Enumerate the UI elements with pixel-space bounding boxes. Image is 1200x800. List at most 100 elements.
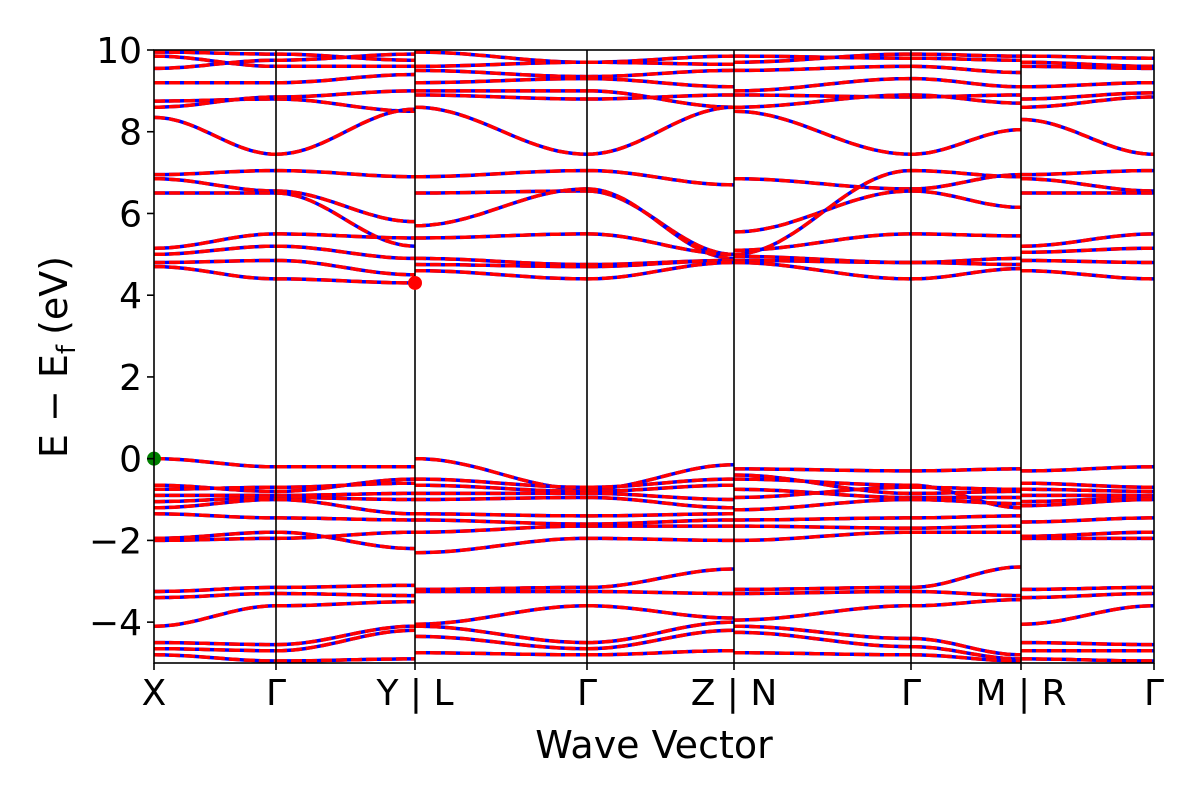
band-line-dashed-s5-b6: [910, 127, 1022, 156]
band-line-dashed-s6-b25: [1020, 604, 1154, 626]
y-tick-label: −4: [89, 603, 142, 644]
band-line-dashed-s1-b25: [276, 599, 415, 608]
band-line-dashed-s6-b13: [1021, 268, 1154, 281]
band-line-dashed-s3-b24: [587, 589, 734, 596]
band-line-dashed-s0-b28: [154, 653, 277, 663]
band-line-dashed-s5-b21: [911, 524, 1021, 530]
band-line-dashed-s6-b19: [1020, 497, 1154, 508]
band-line-dashed-s0-b11: [154, 244, 276, 257]
x-tick-label: X: [142, 673, 167, 714]
band-line-dashed-s3-b9: [586, 187, 735, 261]
band-line-dashed-s1-b26: [275, 624, 416, 647]
x-axis-ticks: X Γ Y | L Γ Z | N Γ M | R Γ: [142, 663, 1164, 714]
band-line-dashed-s2-b15: [415, 477, 588, 490]
band-line-dashed-s3-b3: [587, 76, 735, 89]
band-line-dashed-s5-b10: [911, 232, 1021, 238]
band-line-s4-b12: [734, 258, 911, 265]
band-line-dashed-s5-b12: [911, 260, 1021, 267]
band-line-dashed-s6-b14: [1021, 465, 1154, 473]
band-line-dashed-s3-b5: [587, 89, 735, 109]
band-line-dashed-s6-b23: [1021, 585, 1154, 592]
band-line-dashed-s1-b3: [276, 72, 416, 85]
band-line-s4-b5: [734, 93, 911, 109]
band-line-dashed-s1-b5: [276, 89, 415, 99]
x-tick-label: M | R: [975, 673, 1066, 714]
band-line-dashed-s3-b1: [587, 60, 734, 67]
band-line-dashed-s3-b4: [587, 93, 734, 101]
band-line-dashed-s2-b7: [415, 168, 587, 179]
band-line-dashed-s5-b27: [911, 644, 1021, 661]
band-line-s5-b6: [910, 127, 1022, 156]
band-line-dashed-s2-b16: [414, 483, 588, 494]
band-line-s4-b3: [733, 76, 912, 93]
band-line-dashed-s2-b19: [415, 512, 587, 518]
band-line-dashed-s0-b16: [154, 485, 276, 492]
kpoint-lines: [275, 50, 1022, 663]
y-axis-ticks: −4 −2 0 2 4 6 8 10: [89, 31, 154, 644]
band-line-s3-b23: [586, 567, 735, 590]
band-line-dashed-s5-b13: [910, 266, 1022, 281]
band-line-dashed-s0-b25: [154, 604, 277, 628]
band-line-dashed-s5-b20: [911, 514, 1021, 520]
cbm-marker: [408, 275, 422, 290]
band-line-dashed-s6-b12: [1021, 258, 1154, 265]
band-line-dashed-s5-b18: [911, 485, 1021, 492]
band-line-dashed-s3-b19: [587, 512, 734, 518]
band-line-dashed-s1-b11: [276, 244, 415, 261]
band-line-dashed-s1-b10: [276, 232, 415, 240]
band-line-dashed-s5-b26: [911, 636, 1021, 657]
band-line-dashed-s0-b10: [154, 232, 277, 250]
band-line-dashed-s6-b18: [1021, 495, 1154, 504]
bands-layer: [154, 50, 1154, 663]
band-line-dashed-s0-b12: [154, 258, 276, 265]
band-line-dashed-s1-b16: [276, 481, 415, 490]
band-line-s4-b15: [733, 473, 912, 496]
band-line-dashed-s6-b20: [1021, 516, 1154, 524]
band-line-dashed-s5-b3: [911, 76, 1022, 89]
band-line-dashed-s6-b5: [1021, 95, 1154, 109]
band-line-s2-b9: [414, 187, 588, 228]
band-line-dashed-s5-b0: [911, 56, 1021, 62]
band-line-dashed-s2-b11: [415, 256, 587, 267]
y-tick-label: 8: [119, 113, 142, 154]
band-line-dashed-s5-b2: [910, 64, 1021, 75]
band-line-dashed-s6-b8: [1020, 176, 1154, 193]
band-line-dashed-s1-b27: [276, 628, 416, 653]
band-line-dashed-s0-b26: [154, 640, 276, 647]
band-line-dashed-s6-b26: [1021, 640, 1154, 647]
x-tick-label: Y | L: [375, 673, 453, 714]
band-line-s4-b7: [733, 176, 911, 191]
band-line-dashed-s1-b9: [275, 191, 416, 248]
y-axis-label-unit: (eV): [32, 256, 76, 335]
band-line-dashed-s3-b2: [586, 68, 735, 79]
band-line-dashed-s6-b4: [1021, 91, 1154, 101]
band-line-dashed-s2-b4: [415, 93, 587, 101]
x-tick-label: Γ: [577, 673, 597, 714]
band-line-dashed-s6-b11: [1021, 246, 1154, 255]
band-line-dashed-s3-b25: [587, 604, 734, 620]
band-line-dashed-s1-b18: [276, 495, 415, 502]
y-tick-label: 6: [119, 194, 142, 235]
band-line-dashed-s0-b21: [154, 530, 277, 541]
band-line-dashed-s6-b3: [1021, 80, 1154, 89]
band-line-s4-b22: [734, 530, 912, 543]
band-line-dashed-s3-b13: [586, 260, 735, 281]
plot-frame: [153, 49, 1155, 664]
band-line-dashed-s6-b16: [1021, 487, 1154, 494]
band-line-dashed-s0-b19: [154, 497, 277, 510]
band-line-s4-b25: [733, 604, 911, 622]
band-line-dashed-s3-b23: [586, 567, 735, 590]
band-line-dashed-s2-b2: [414, 68, 588, 79]
band-line-dashed-s1-b4: [275, 97, 416, 114]
band-line-s4-b27: [734, 630, 912, 649]
band-line-dashed-s3-b20: [586, 518, 734, 526]
band-line-dashed-s0-b18: [154, 495, 276, 504]
band-line-dashed-s0-b13: [154, 264, 277, 281]
band-line-dashed-s3-b26: [586, 620, 735, 645]
band-line-dashed-s1-b19: [275, 497, 415, 516]
x-tick-label: Γ: [1144, 673, 1164, 714]
band-line-dashed-s2-b1: [415, 60, 587, 69]
band-line-dashed-s5-b5: [911, 93, 1021, 105]
extrema-markers: [147, 275, 422, 466]
